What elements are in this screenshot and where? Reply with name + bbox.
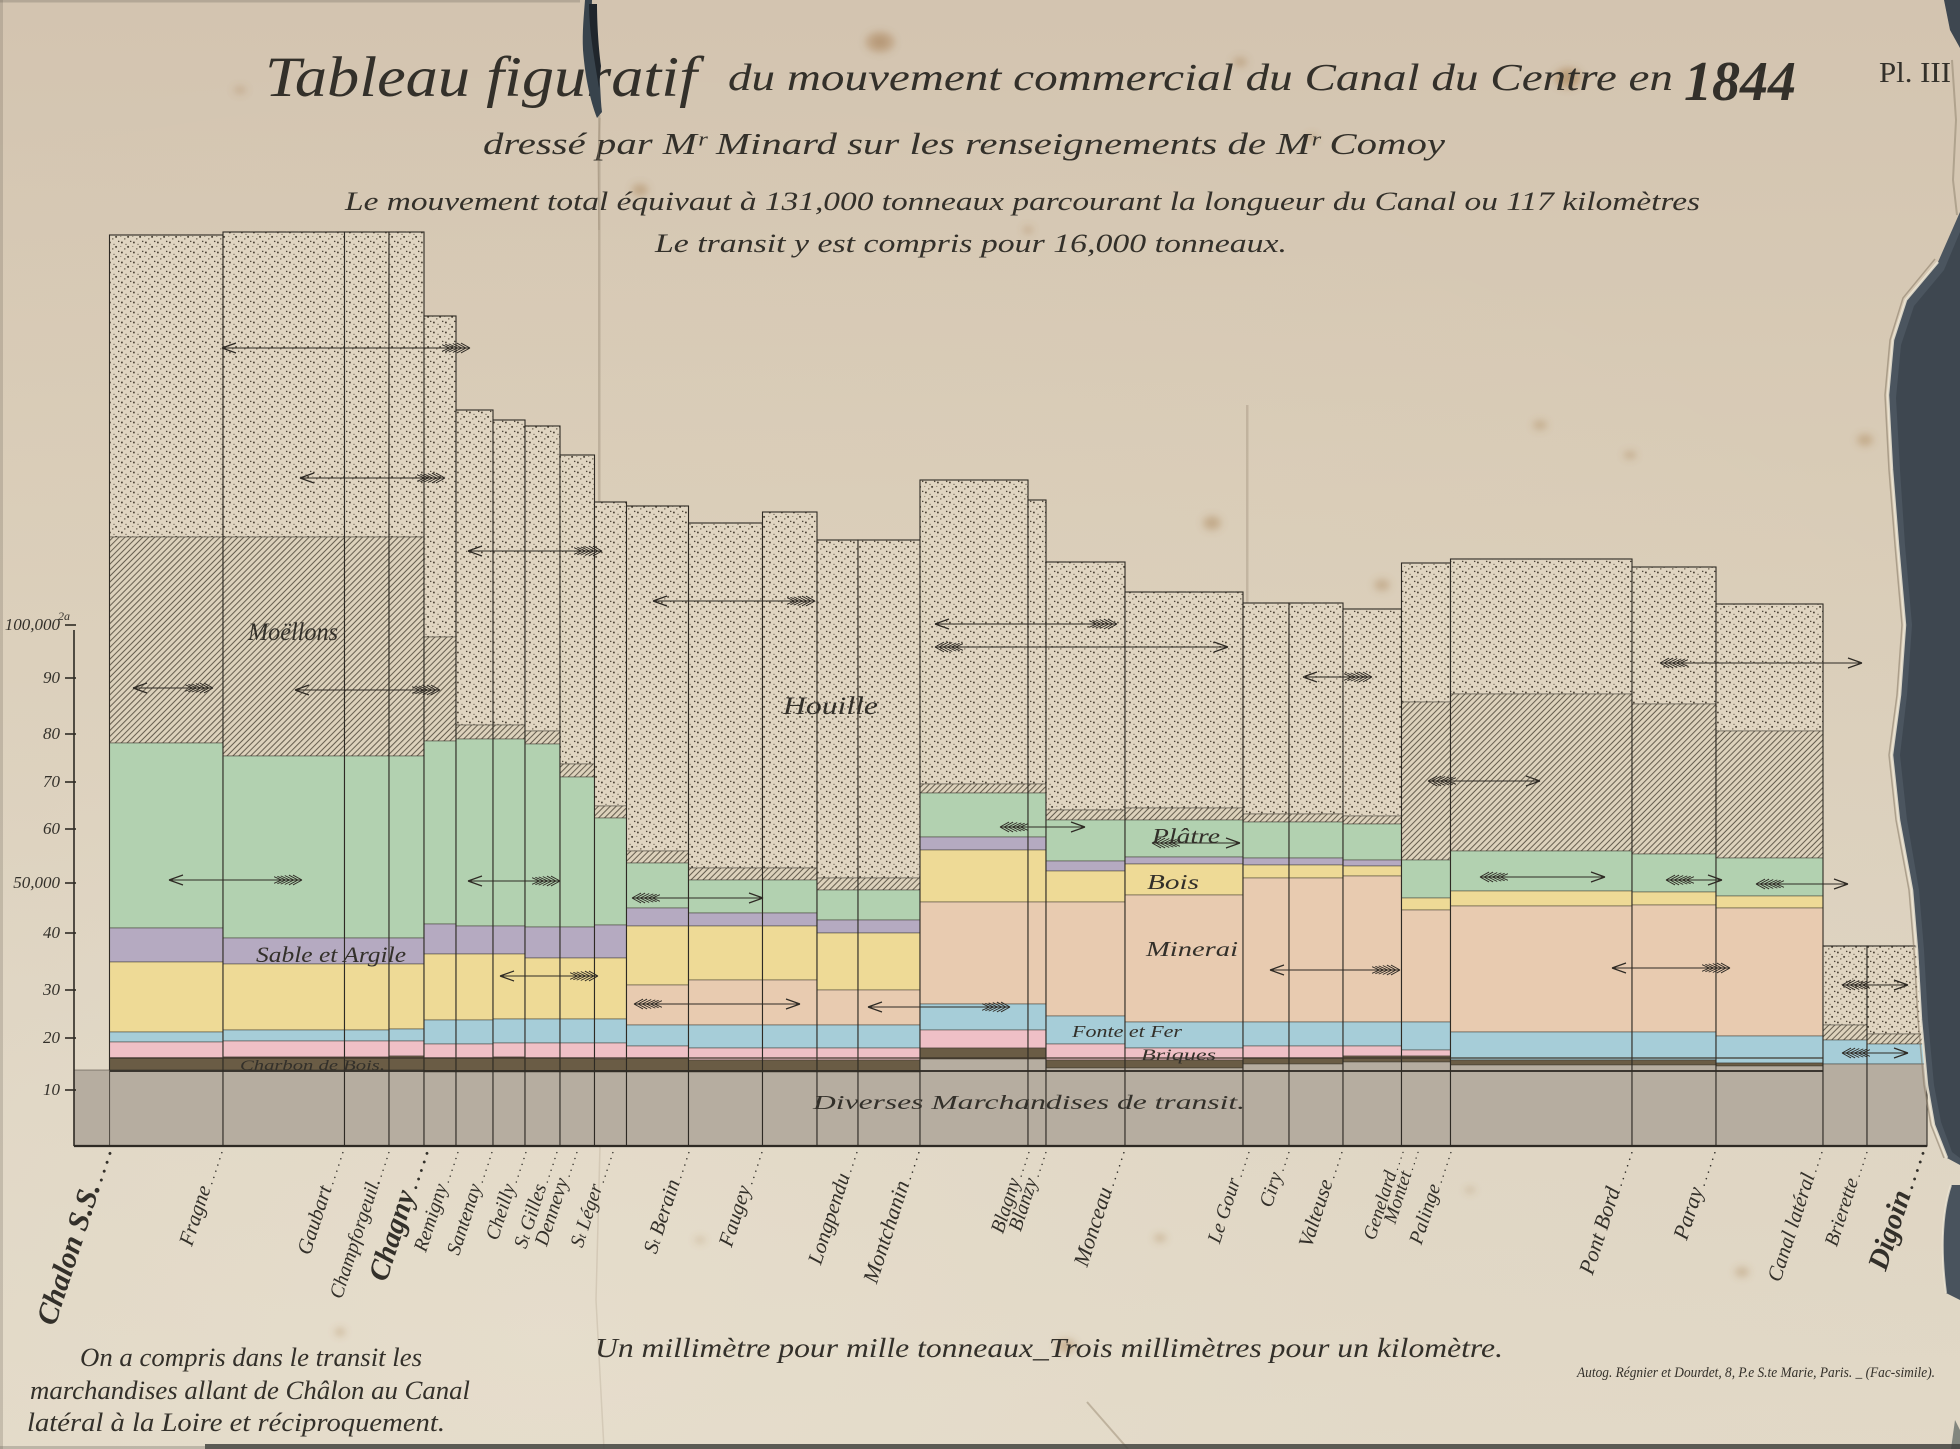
svg-text:marchandises allant de Châlon: marchandises allant de Châlon au Canal — [30, 1376, 470, 1405]
svg-text:40: 40 — [43, 923, 61, 942]
svg-text:Bois: Bois — [1147, 870, 1199, 894]
svg-text:60: 60 — [43, 819, 61, 838]
svg-text:80: 80 — [43, 724, 61, 743]
svg-text:Moëllons: Moëllons — [247, 619, 338, 646]
svg-text:Charbon de Bois.: Charbon de Bois. — [240, 1058, 385, 1074]
svg-text:10: 10 — [43, 1080, 61, 1099]
svg-text:20: 20 — [43, 1028, 61, 1047]
svg-text:Houille: Houille — [782, 693, 878, 720]
svg-text:du mouvement commercial du Can: du mouvement commercial du Canal du Cent… — [728, 57, 1673, 99]
svg-text:2a: 2a — [58, 609, 70, 623]
svg-text:Briques: Briques — [1141, 1047, 1216, 1064]
svg-text:Fonte et Fer: Fonte et Fer — [1071, 1022, 1183, 1041]
svg-text:latéral à la Loire et réciproq: latéral à la Loire et réciproquement. — [27, 1408, 445, 1437]
svg-text:On a compris dans le transit l: On a compris dans le transit les — [80, 1343, 422, 1372]
svg-text:Pl. III: Pl. III — [1879, 57, 1951, 89]
svg-text:1844: 1844 — [1684, 51, 1796, 113]
svg-text:Un millimètre pour mille tonne: Un millimètre pour mille tonneaux_Trois … — [595, 1333, 1503, 1363]
svg-text:dressé par Mʳ Minard sur les r: dressé par Mʳ Minard sur les renseigneme… — [483, 126, 1445, 161]
svg-text:Tableau figuratif: Tableau figuratif — [265, 46, 705, 109]
svg-text:70: 70 — [43, 772, 61, 791]
svg-text:Plâtre: Plâtre — [1151, 824, 1220, 848]
svg-text:90: 90 — [43, 668, 61, 687]
svg-text:Le mouvement total équivaut à: Le mouvement total équivaut à 131,000 to… — [344, 187, 1700, 216]
svg-text:50,000: 50,000 — [13, 873, 60, 892]
svg-text:Autog. Régnier et Dourdet, 8,: Autog. Régnier et Dourdet, 8, P.e S.te M… — [1576, 1365, 1935, 1381]
svg-text:Diverses Marchandises de trans: Diverses Marchandises de transit. — [811, 1092, 1245, 1114]
svg-text:100,000: 100,000 — [5, 615, 61, 634]
svg-text:Sable et Argile: Sable et Argile — [256, 942, 406, 967]
svg-text:Minerai: Minerai — [1145, 937, 1239, 961]
svg-text:Le transit y est compris pour: Le transit y est compris pour 16,000 ton… — [654, 229, 1287, 258]
svg-text:30: 30 — [42, 980, 61, 999]
